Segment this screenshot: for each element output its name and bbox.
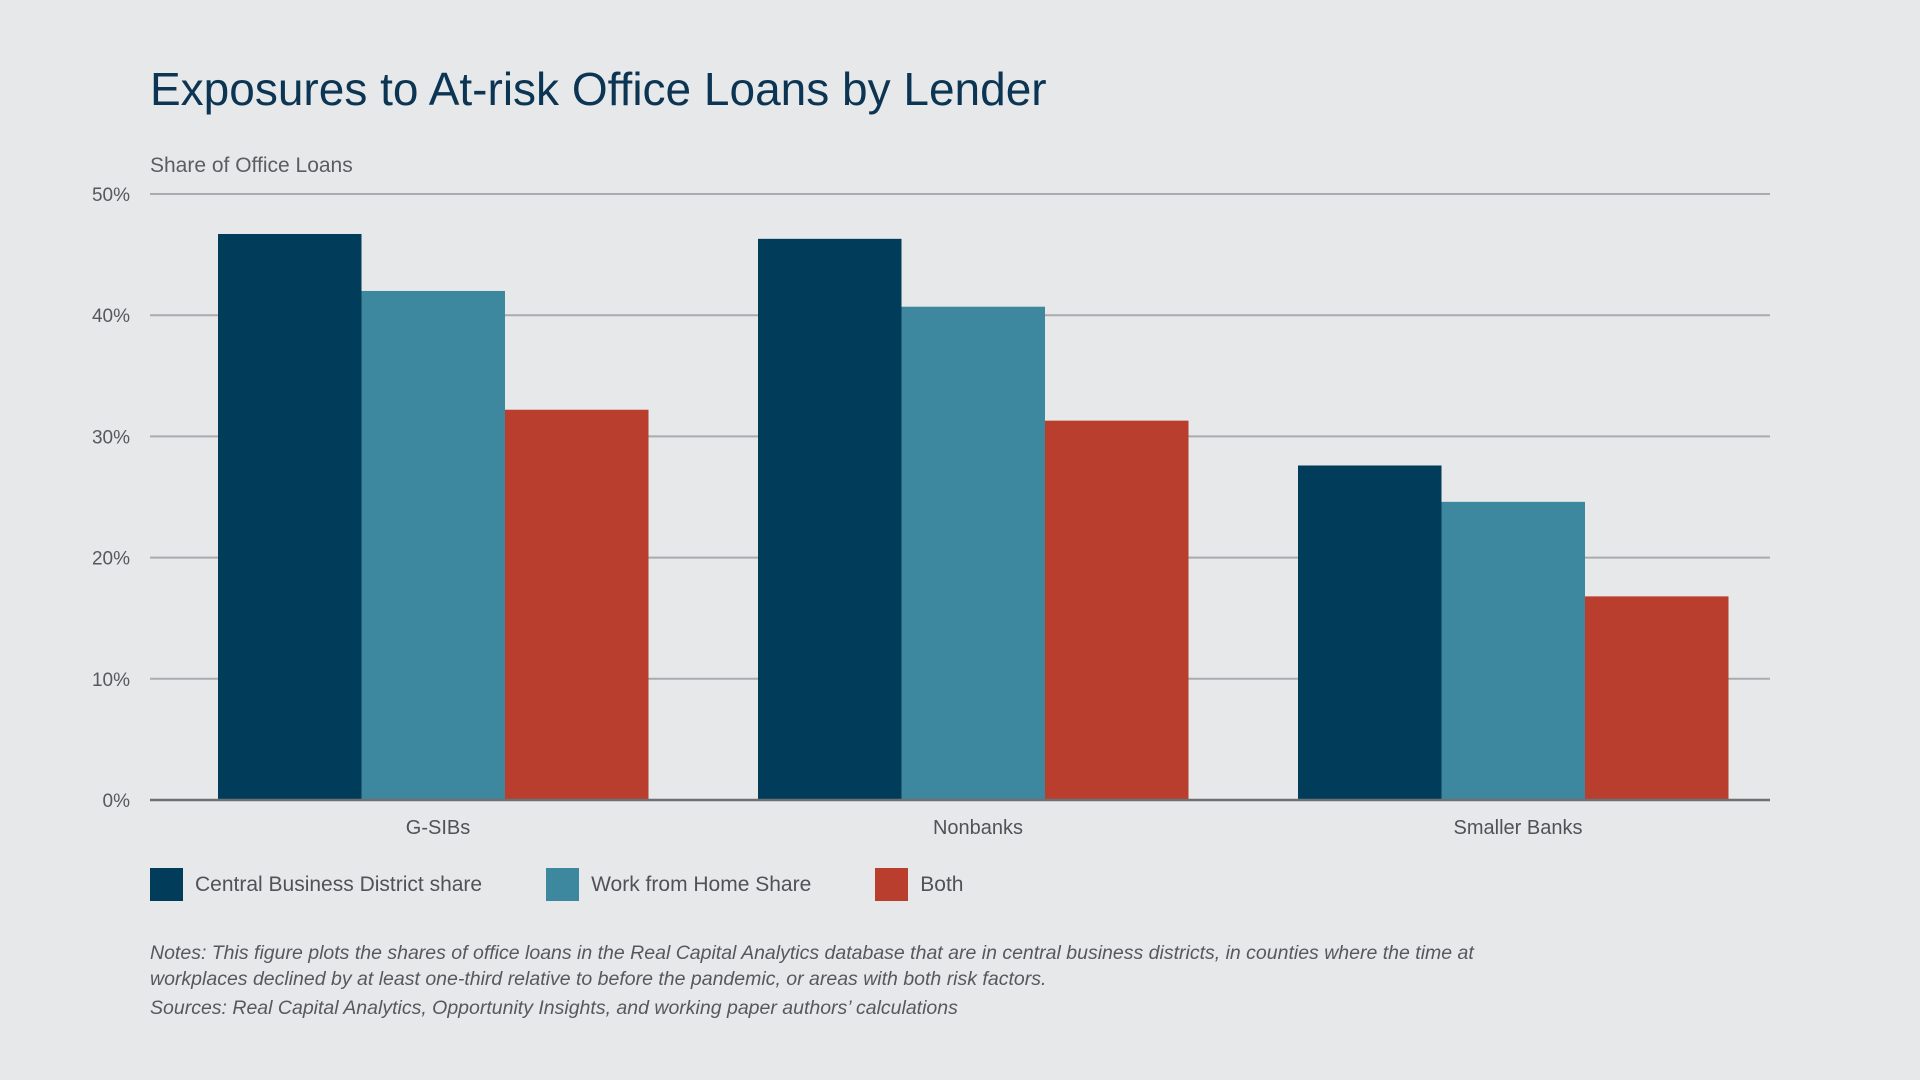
bar-g-sibs-1	[361, 290, 505, 800]
bars	[218, 233, 1729, 801]
bar-nonbanks-1	[901, 306, 1045, 800]
y-tick-label: 10%	[92, 670, 130, 691]
chart-title: Exposures to At-risk Office Loans by Len…	[150, 63, 1047, 115]
y-tick-label: 0%	[103, 791, 131, 812]
chart-sources: Sources: Real Capital Analytics, Opportu…	[150, 997, 958, 1019]
x-tick-label: Nonbanks	[933, 817, 1023, 839]
legend-swatch	[150, 868, 183, 901]
y-tick-label: 20%	[92, 549, 130, 570]
y-tick-label: 50%	[92, 185, 130, 206]
bar-smaller-banks-1	[1441, 501, 1585, 800]
bar-smaller-banks-0	[1298, 465, 1442, 800]
legend-item: Central Business District share	[150, 868, 482, 901]
legend-label: Work from Home Share	[591, 872, 812, 896]
y-axis-label: Share of Office Loans	[150, 154, 353, 177]
bar-smaller-banks-2	[1585, 596, 1729, 800]
bar-g-sibs-2	[505, 409, 649, 800]
legend: Central Business District share Work from…	[150, 868, 1027, 901]
chart-notes: Notes: This figure plots the shares of o…	[150, 942, 1474, 990]
bar-nonbanks-0	[758, 238, 902, 800]
legend-label: Both	[920, 872, 964, 896]
y-tick-label: 40%	[92, 306, 130, 327]
bar-nonbanks-2	[1045, 420, 1189, 800]
x-tick-label: Smaller Banks	[1454, 817, 1583, 839]
axes: 0% 10% 20% 30% 40% 50% G-SIBs Nonbanks Smaller B…	[92, 185, 1770, 839]
legend-item: Work from Home Share	[546, 868, 811, 901]
y-tick-label: 30%	[92, 427, 130, 448]
legend-label: Central Business District share	[195, 872, 483, 896]
bar-g-sibs-0	[218, 233, 362, 801]
legend-swatch	[546, 868, 580, 901]
legend-swatch	[875, 868, 909, 901]
x-tick-label: G-SIBs	[406, 817, 470, 839]
legend-item: Both	[875, 868, 963, 901]
